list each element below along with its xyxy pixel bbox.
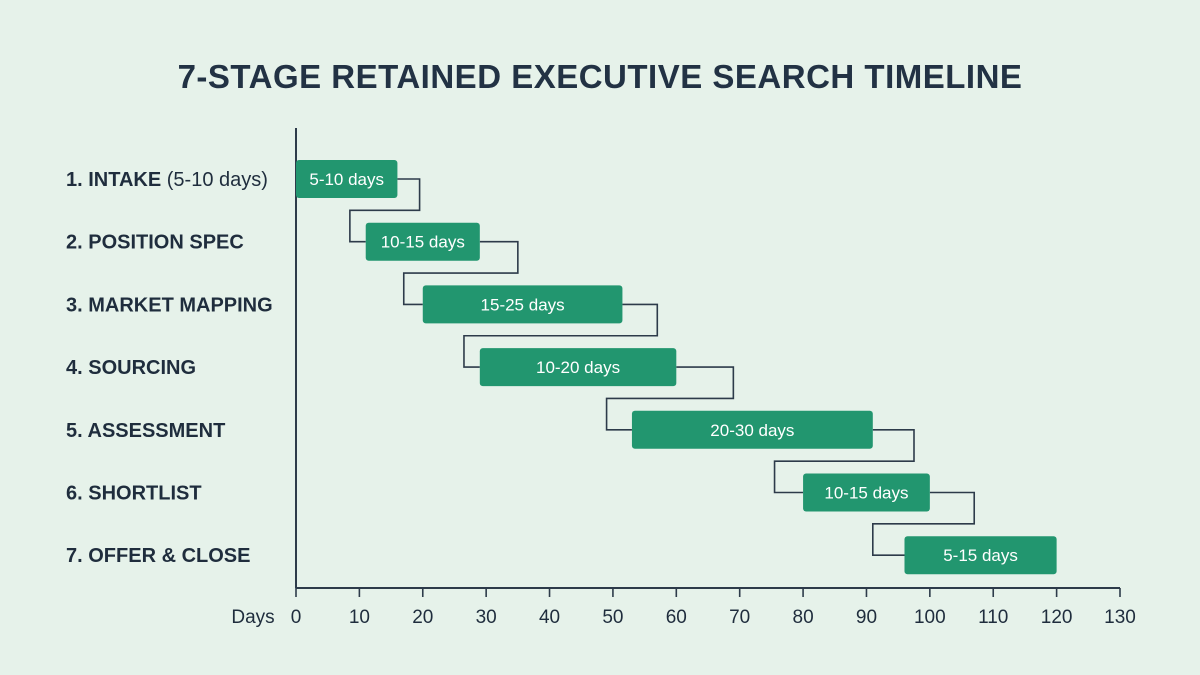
- x-tick-label-120: 120: [1041, 607, 1073, 628]
- gantt-bar-6: [803, 473, 930, 512]
- x-tick-label-130: 130: [1104, 607, 1136, 628]
- bar-label-3: 15-25 days: [481, 295, 565, 314]
- connector-line-5: [773, 428, 915, 494]
- stage-label-1: 1. INTAKE (5-10 days): [66, 169, 268, 191]
- x-tick-label-60: 60: [666, 607, 687, 628]
- stage-name: 3. MARKET MAPPING: [66, 294, 273, 316]
- stage-label-4: 4. SOURCING: [66, 357, 196, 379]
- x-tick-label-20: 20: [412, 607, 433, 628]
- x-tick-label-100: 100: [914, 607, 946, 628]
- gantt-bar-7: [904, 536, 1057, 575]
- stage-name: 1. INTAKE: [66, 169, 161, 191]
- stage-name: 6. SHORTLIST: [66, 483, 202, 505]
- connector-line-4: [605, 366, 735, 431]
- x-tick-label-40: 40: [539, 607, 560, 628]
- stage-label-7: 7. OFFER & CLOSE: [66, 545, 250, 567]
- x-tick-label-10: 10: [349, 607, 370, 628]
- connector-line-3: [463, 303, 659, 368]
- bar-label-2: 10-15 days: [381, 233, 465, 252]
- x-tick-label-30: 30: [476, 607, 497, 628]
- gantt-bar-4: [479, 348, 677, 387]
- gantt-bar-3: [422, 285, 623, 324]
- connectors-group: [349, 178, 976, 557]
- stage-name: 7. OFFER & CLOSE: [66, 545, 250, 567]
- x-axis-label: Days: [231, 607, 274, 628]
- x-tick-label-90: 90: [856, 607, 877, 628]
- chart-title: 7-STAGE RETAINED EXECUTIVE SEARCH TIMELI…: [177, 58, 1023, 95]
- stage-duration-note: (5-10 days): [161, 169, 268, 191]
- stage-label-2: 2. POSITION SPEC: [66, 232, 244, 254]
- bar-label-4: 10-20 days: [536, 358, 620, 377]
- stage-label-6: 6. SHORTLIST: [66, 483, 202, 505]
- connector-line-1: [349, 178, 421, 243]
- stage-name: 4. SOURCING: [66, 357, 196, 379]
- gantt-bar-1: [296, 160, 398, 198]
- x-tick-label-110: 110: [978, 607, 1008, 628]
- x-tick-label-0: 0: [291, 607, 302, 628]
- x-tick-label-70: 70: [729, 607, 750, 628]
- stage-label-3: 3. MARKET MAPPING: [66, 294, 273, 316]
- bar-label-5: 20-30 days: [710, 421, 794, 440]
- gantt-bar-5: [631, 410, 873, 449]
- connector-line-2: [402, 240, 519, 306]
- bar-label-6: 10-15 days: [824, 484, 908, 503]
- bar-label-7: 5-15 days: [943, 546, 1018, 565]
- x-tick-label-50: 50: [602, 607, 623, 628]
- stage-label-5: 5. ASSESSMENT: [66, 420, 225, 442]
- stage-name: 5. ASSESSMENT: [66, 420, 225, 442]
- gantt-bar-2: [365, 222, 480, 261]
- connector-line-6: [871, 491, 976, 557]
- x-tick-label-80: 80: [793, 607, 814, 628]
- stage-name: 2. POSITION SPEC: [66, 232, 244, 254]
- bar-label-1: 5-10 days: [309, 170, 384, 189]
